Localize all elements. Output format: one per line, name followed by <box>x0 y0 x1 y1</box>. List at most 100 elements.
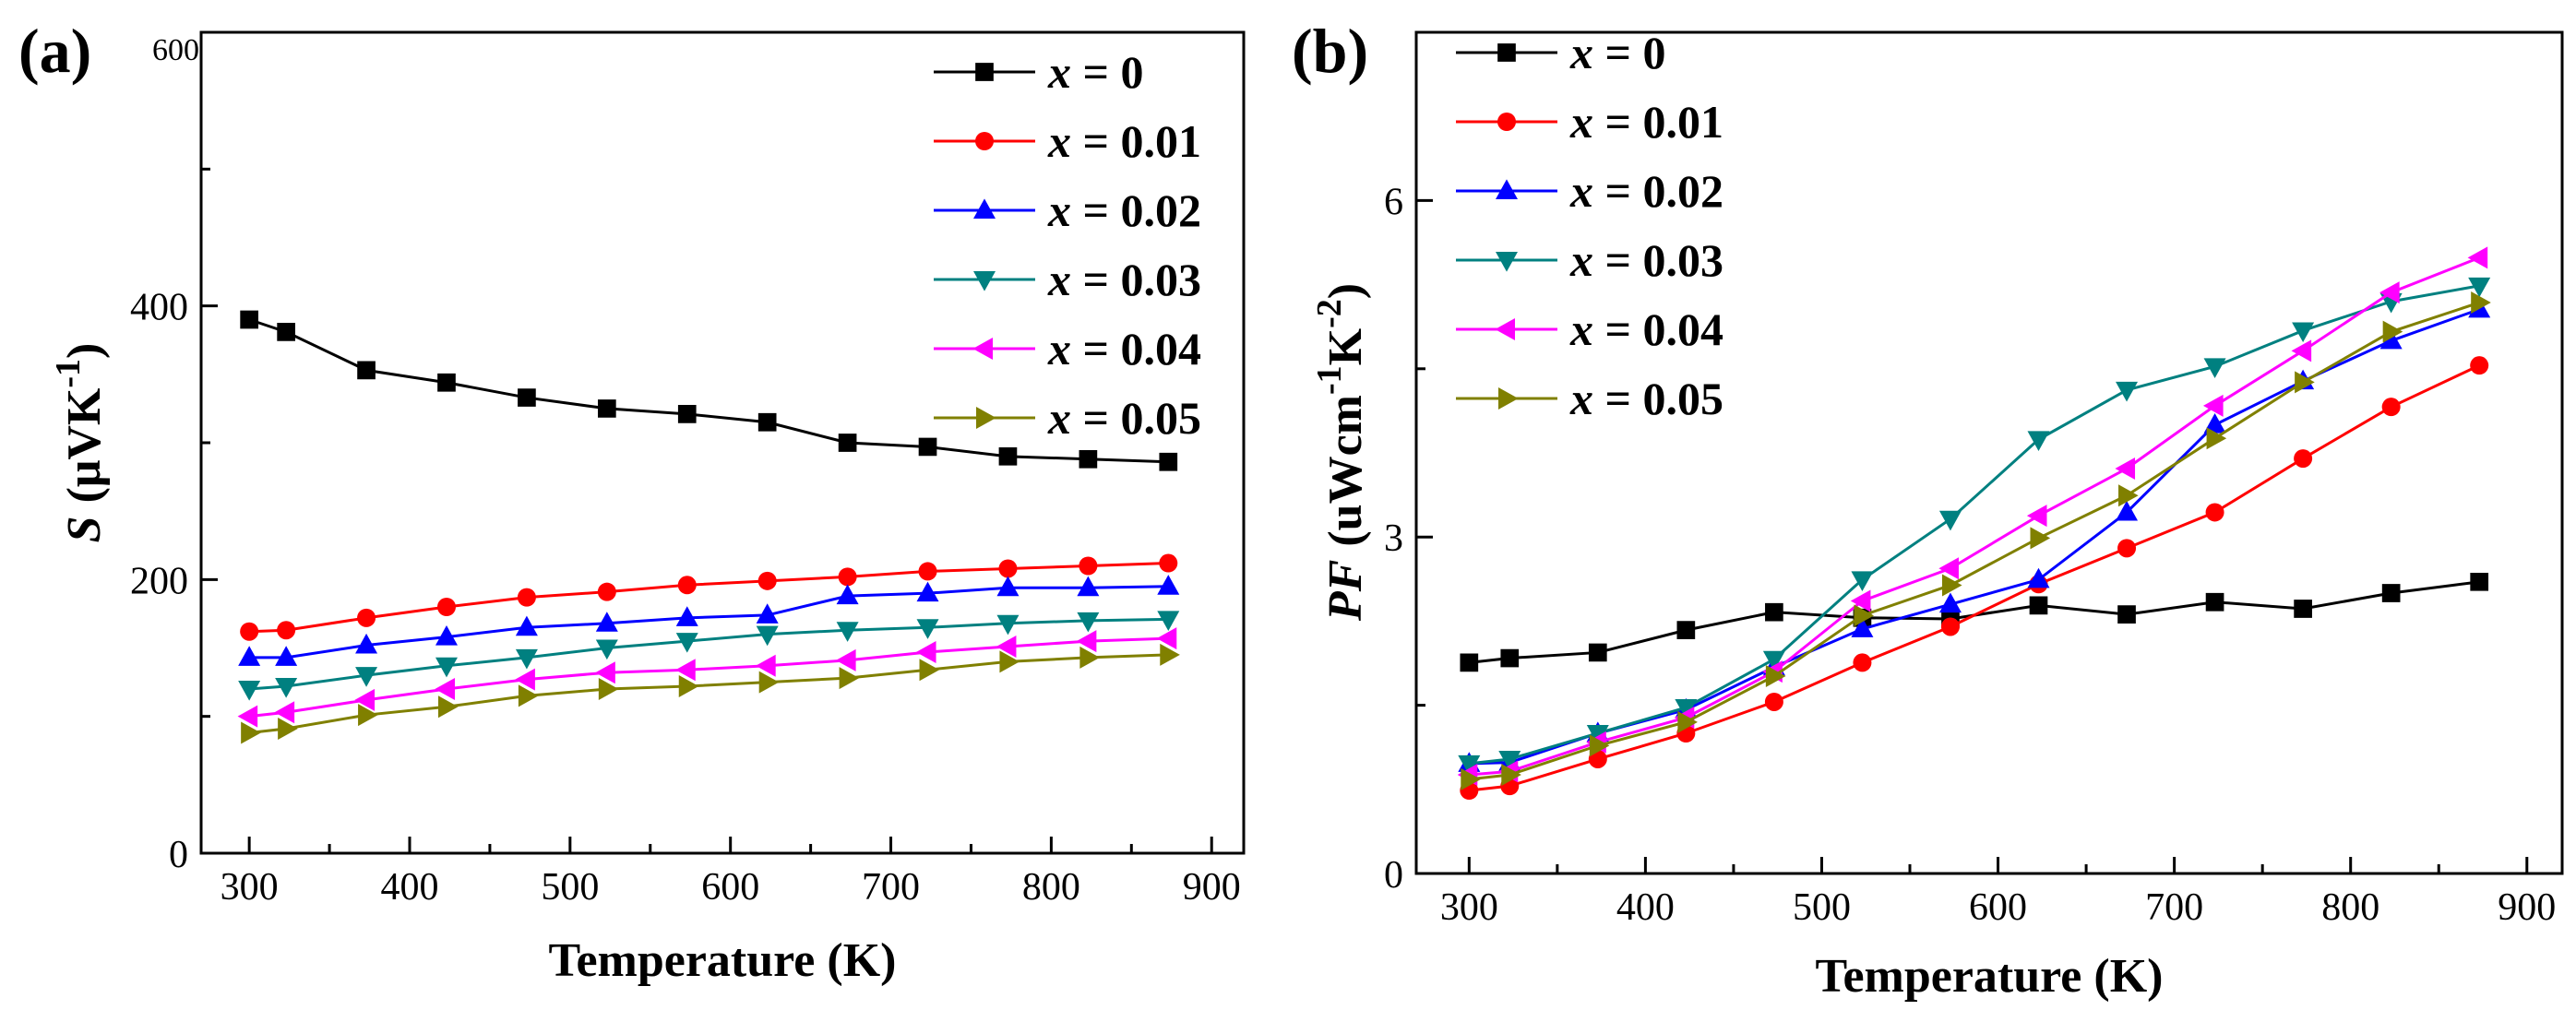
a-series-3 <box>238 611 1180 701</box>
a-series-line <box>249 617 1169 691</box>
a-data-point <box>677 405 697 423</box>
a-data-point <box>517 588 536 607</box>
a-data-point <box>675 659 696 682</box>
a-data-point <box>678 675 699 698</box>
a-data-point <box>756 625 779 647</box>
panel-a-y-axis-title: S (μVK-1) <box>49 343 111 543</box>
panel-b-y-axis-exponent-2: -2 <box>1310 299 1349 328</box>
a-data-point <box>240 622 259 641</box>
a-legend-value: = 0.02 <box>1071 184 1201 236</box>
b-legend-variable: x <box>1569 96 1593 148</box>
a-data-point <box>515 668 535 691</box>
b-data-point <box>2202 394 2224 417</box>
a-data-point <box>998 559 1018 578</box>
a-legend-value: = 0.03 <box>1071 254 1201 305</box>
b-data-point <box>2382 320 2403 343</box>
b-data-point <box>2379 281 2400 304</box>
b-data-point <box>2205 592 2224 612</box>
a-data-point <box>515 648 538 670</box>
a-data-point <box>238 681 261 701</box>
b-series-3 <box>1458 277 2491 776</box>
b-data-point <box>2117 605 2136 624</box>
b-data-point <box>1588 643 1607 662</box>
b-series-5 <box>1461 291 2491 790</box>
panel-a-legend: x = 0x = 0.01x = 0.02x = 0.03x = 0.04x =… <box>934 46 1201 444</box>
a-series-0 <box>240 310 1178 471</box>
panel-a-series <box>237 310 1180 744</box>
a-series-line <box>248 653 1169 734</box>
a-data-point <box>355 667 378 687</box>
b-data-point <box>2381 398 2401 417</box>
a-x-tick-label: 500 <box>541 866 599 909</box>
a-legend-variable: x <box>1047 184 1071 236</box>
a-y-tick-label: 0 <box>169 834 188 876</box>
b-y-tick-label: 0 <box>1384 854 1403 897</box>
a-legend-item: x = 0.02 <box>934 184 1201 236</box>
a-x-tick-label: 800 <box>1022 866 1080 909</box>
b-legend-marker <box>1495 318 1515 340</box>
b-data-point <box>2116 381 2139 402</box>
a-data-point <box>1079 449 1098 469</box>
b-legend-label: x = 0 <box>1569 27 1666 78</box>
panel-a-x-axis-title: Temperature (K) <box>549 934 897 987</box>
panel-b-y-axis: 0 3 6 <box>1384 181 1433 897</box>
b-legend-item: x = 0.02 <box>1456 165 1723 217</box>
panel-b-series <box>1457 246 2491 801</box>
a-data-point <box>756 603 779 624</box>
panel-a-y-axis-symbol: S <box>58 516 111 542</box>
b-data-point <box>1941 574 1962 597</box>
a-data-point <box>595 639 618 660</box>
a-data-point <box>675 606 698 626</box>
a-data-point <box>677 576 697 595</box>
a-legend-variable: x <box>1047 46 1071 98</box>
a-data-point <box>998 446 1018 466</box>
a-data-point <box>518 388 536 407</box>
a-legend-marker <box>976 407 996 429</box>
a-legend-marker <box>973 198 996 219</box>
a-data-point <box>598 678 619 700</box>
b-data-point <box>2203 413 2226 434</box>
a-legend-item: x = 0.05 <box>934 392 1201 444</box>
a-data-point <box>758 671 780 694</box>
b-legend-marker <box>1496 179 1518 199</box>
a-data-point <box>278 718 298 741</box>
b-data-point <box>1764 692 1783 711</box>
b-data-point <box>1853 653 1872 672</box>
panel-b-y-axis-unit: (uWcm <box>1319 395 1372 547</box>
b-x-tick-label: 500 <box>1793 886 1851 929</box>
b-data-point <box>2379 328 2403 350</box>
a-data-point <box>437 373 456 392</box>
b-data-point <box>2470 573 2489 591</box>
panel-b-y-axis-symbol: PF <box>1319 560 1372 622</box>
b-data-point <box>2027 567 2050 588</box>
b-data-point <box>1461 767 1481 790</box>
b-legend-item: x = 0.04 <box>1456 303 1723 355</box>
a-data-point <box>757 412 777 432</box>
panel-b-y-axis-close: ) <box>1319 283 1372 299</box>
a-legend-value: = 0.04 <box>1071 323 1201 374</box>
a-data-point <box>675 633 698 653</box>
b-legend-marker <box>1497 43 1516 62</box>
panel-a-label: (a) <box>18 16 91 86</box>
b-legend-marker <box>1496 252 1518 272</box>
b-data-point <box>1851 617 1874 637</box>
a-series-line <box>248 318 1169 464</box>
panel-b-power-factor-chart: (b) 300 400 500 600 700 800 900 0 3 6 Temperatur… <box>1292 16 2564 1003</box>
b-x-tick-label: 300 <box>1440 886 1498 929</box>
panel-b-y-axis-title: PF (uWcm-1K-2) <box>1310 283 1372 622</box>
b-legend-value: = 0.03 <box>1593 234 1723 286</box>
b-y-tick-label: 6 <box>1384 181 1403 223</box>
b-legend-marker <box>1498 387 1519 410</box>
b-data-point <box>1458 755 1481 776</box>
panel-a-y-axis-close: ) <box>58 343 111 359</box>
b-x-tick-label: 900 <box>2498 886 2556 929</box>
a-legend-label: x = 0.04 <box>1047 323 1201 374</box>
a-data-point <box>838 434 857 452</box>
panel-b-x-axis: 300 400 500 600 700 800 900 <box>1440 857 2556 929</box>
b-legend-variable: x <box>1569 27 1593 78</box>
a-data-point <box>916 581 939 602</box>
a-legend-label: x = 0 <box>1047 46 1144 98</box>
a-legend-item: x = 0.01 <box>934 115 1201 167</box>
a-legend-variable: x <box>1047 323 1071 374</box>
